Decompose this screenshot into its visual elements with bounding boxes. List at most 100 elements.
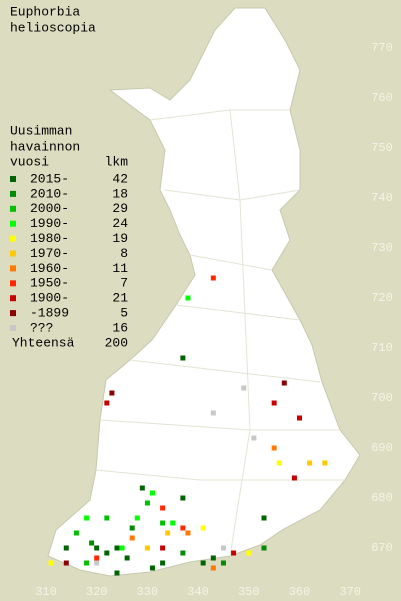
legend-label: 2000- (30, 201, 69, 216)
legend-count: 11 (112, 261, 128, 276)
legend-count: 18 (112, 186, 128, 201)
observation (134, 515, 140, 521)
observation (185, 295, 191, 301)
observation (180, 495, 186, 501)
legend-count: 5 (120, 306, 128, 321)
legend-label: 1950- (30, 276, 69, 291)
total-label: Yhteensä (12, 335, 75, 350)
observation (149, 565, 155, 571)
x-tick-label: 330 (137, 585, 159, 599)
observation (149, 490, 155, 496)
legend-count: 8 (120, 246, 128, 261)
observation (200, 525, 206, 531)
legend-label: 2010- (30, 186, 69, 201)
observation (124, 555, 130, 561)
legend-swatch (10, 325, 16, 331)
observation (144, 500, 150, 506)
observation (210, 565, 216, 571)
x-tick-label: 370 (339, 585, 361, 599)
y-tick-label: 750 (371, 141, 393, 155)
legend-swatch (10, 265, 16, 272)
legend-count: 24 (112, 216, 128, 231)
legend-count: 7 (120, 276, 128, 291)
observation (200, 560, 206, 566)
y-tick-label: 710 (371, 341, 393, 355)
observation (104, 550, 110, 556)
observation (241, 385, 247, 391)
observation (220, 560, 226, 566)
observation (139, 485, 145, 491)
observation (160, 560, 166, 566)
observation (104, 515, 110, 521)
observation (261, 545, 267, 551)
legend-header: vuosi (10, 154, 49, 169)
observation (63, 560, 69, 566)
total-count: 200 (105, 335, 128, 350)
observation (114, 545, 120, 551)
y-tick-label: 770 (371, 41, 393, 55)
legend-swatch (10, 220, 16, 227)
observation (220, 545, 226, 551)
observation (180, 525, 186, 531)
observation (73, 530, 79, 536)
observation (271, 445, 277, 451)
title: Euphorbia (10, 4, 80, 19)
observation (170, 520, 176, 526)
y-tick-label: 760 (371, 91, 393, 105)
x-tick-label: 310 (35, 585, 57, 599)
observation (322, 460, 328, 466)
observation (160, 520, 166, 526)
title: helioscopia (10, 20, 96, 35)
observation (89, 540, 95, 546)
observation (297, 415, 302, 421)
observation (271, 400, 277, 406)
x-tick-label: 350 (238, 585, 260, 599)
legend-count: 29 (112, 201, 128, 216)
legend-label: -1899 (30, 306, 69, 321)
observation (94, 560, 100, 566)
observation (63, 545, 69, 551)
region-borders (95, 109, 345, 557)
y-tick-label: 720 (371, 291, 393, 305)
legend-header: lkm (105, 154, 129, 169)
legend-count: 16 (112, 320, 128, 335)
observation (251, 435, 257, 441)
legend-header: havainnon (10, 139, 80, 154)
y-tick-label: 740 (371, 191, 393, 205)
legend-label: ??? (30, 320, 53, 335)
observation (84, 515, 90, 521)
legend-swatch (10, 190, 16, 197)
observation (180, 355, 186, 361)
observation (210, 275, 216, 281)
legend-swatch (10, 176, 16, 182)
observation (185, 530, 191, 536)
observation (231, 550, 237, 556)
legend-header: Uusimman (10, 123, 72, 138)
legend-swatch (10, 295, 16, 302)
legend-swatch (10, 280, 16, 287)
legend-label: 1990- (30, 216, 69, 231)
legend-label: 2015- (30, 171, 69, 186)
observation (246, 550, 252, 556)
legend-label: 1970- (30, 246, 69, 261)
observation (210, 555, 216, 561)
observation (165, 530, 171, 536)
observation (104, 400, 110, 406)
legend-swatch (10, 235, 16, 242)
observation (281, 380, 287, 386)
x-tick-label: 360 (289, 585, 311, 599)
observation (48, 560, 54, 566)
observation (114, 570, 120, 576)
legend-count: 21 (112, 291, 128, 306)
finland-outline (47, 7, 361, 577)
legend-count: 19 (112, 231, 128, 246)
observation (84, 560, 90, 566)
observation (109, 390, 115, 396)
y-tick-label: 690 (371, 441, 393, 455)
observation (144, 545, 150, 551)
observation (119, 545, 125, 551)
observation (307, 460, 313, 466)
x-tick-label: 340 (187, 585, 209, 599)
observation (261, 515, 267, 521)
